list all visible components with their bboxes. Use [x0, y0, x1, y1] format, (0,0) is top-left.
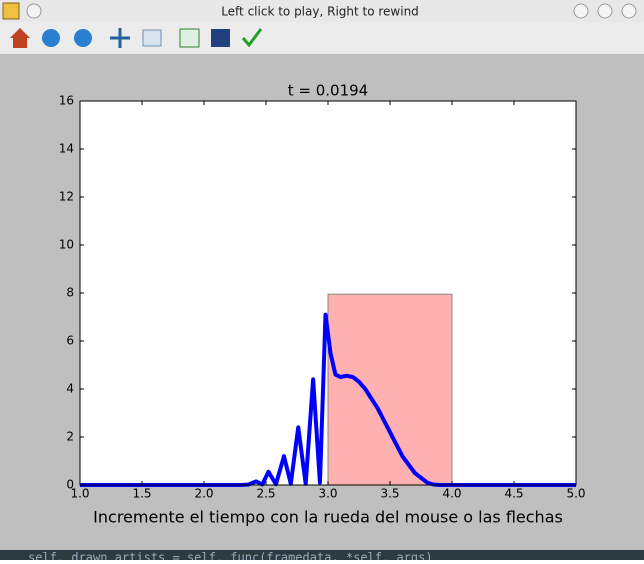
y-tick-label: 8 [66, 286, 74, 300]
edit-button[interactable] [241, 28, 263, 48]
line [80, 312, 576, 487]
barrier [327, 293, 453, 486]
x-tick-label: 1.5 [132, 487, 151, 501]
save-button[interactable] [211, 29, 230, 47]
x-tick-label: 1.0 [70, 487, 89, 501]
minimize-button[interactable] [573, 3, 589, 19]
toolbar [0, 22, 644, 54]
x-tick-label: 4.5 [504, 487, 523, 501]
x-tick-label: 2.0 [194, 487, 213, 501]
subplots-button[interactable] [179, 28, 200, 48]
x-tick-label: 2.5 [256, 487, 275, 501]
terminal-text: self._drawn_artists = self._func(frameda… [28, 551, 433, 561]
menu-button[interactable] [26, 3, 42, 19]
app-icon [2, 2, 20, 20]
pan-button[interactable] [110, 28, 130, 48]
plot [80, 293, 576, 487]
x-axis-label: Incremente el tiempo con la rueda del mo… [93, 508, 563, 527]
close-button[interactable] [621, 3, 637, 19]
x-tick-label: 4.0 [442, 487, 461, 501]
y-tick-label: 14 [59, 142, 74, 156]
chart-title: t = 0.0194 [288, 82, 368, 100]
y-tick-label: 10 [59, 238, 74, 252]
zoom-button[interactable] [142, 29, 162, 47]
window-title: Left click to play, Right to rewind [221, 5, 419, 19]
back-button[interactable] [42, 29, 60, 47]
y-tick-label: 4 [66, 382, 74, 396]
home-button[interactable] [10, 28, 30, 48]
x-tick-label: 5.0 [566, 487, 585, 501]
maximize-button[interactable] [597, 3, 613, 19]
y-tick-label: 2 [66, 430, 74, 444]
terminal [0, 550, 644, 560]
y-tick-label: 6 [66, 334, 74, 348]
y-tick-label: 0 [66, 478, 74, 492]
y-tick-label: 12 [59, 190, 74, 204]
x-tick-label: 3.5 [380, 487, 399, 501]
x-tick-label: 3.0 [318, 487, 337, 501]
title-bar [0, 0, 644, 22]
forward-button[interactable] [74, 29, 92, 47]
y-tick-label: 16 [59, 94, 74, 108]
